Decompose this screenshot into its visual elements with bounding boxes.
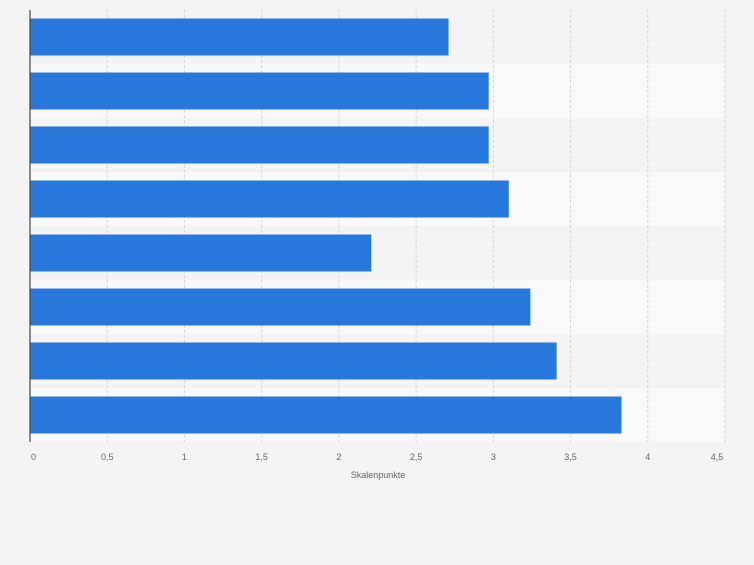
x-tick-label: 4 bbox=[645, 452, 650, 462]
x-tick-label: 3,5 bbox=[564, 452, 577, 462]
bar bbox=[30, 342, 557, 380]
bar bbox=[30, 234, 372, 272]
x-tick-label: 0,5 bbox=[101, 452, 114, 462]
bar bbox=[30, 180, 509, 218]
bar bbox=[30, 72, 489, 110]
x-tick-labels: 0 0,5 1 1,5 2 2,5 3 3,5 4 4,5 bbox=[31, 452, 723, 462]
bar bbox=[30, 18, 449, 56]
x-tick-label: 1 bbox=[182, 452, 187, 462]
x-tick-label: 3 bbox=[491, 452, 496, 462]
x-tick-label: 2 bbox=[336, 452, 341, 462]
x-tick-label: 2,5 bbox=[410, 452, 423, 462]
bar bbox=[30, 126, 489, 164]
x-tick-label: 1,5 bbox=[255, 452, 268, 462]
x-tick-label: 4,5 bbox=[711, 452, 724, 462]
bar bbox=[30, 288, 531, 326]
x-tick-label: 0 bbox=[31, 452, 36, 462]
bars bbox=[30, 18, 622, 434]
bar bbox=[30, 396, 622, 434]
x-axis-label: Skalenpunkte bbox=[351, 470, 406, 480]
